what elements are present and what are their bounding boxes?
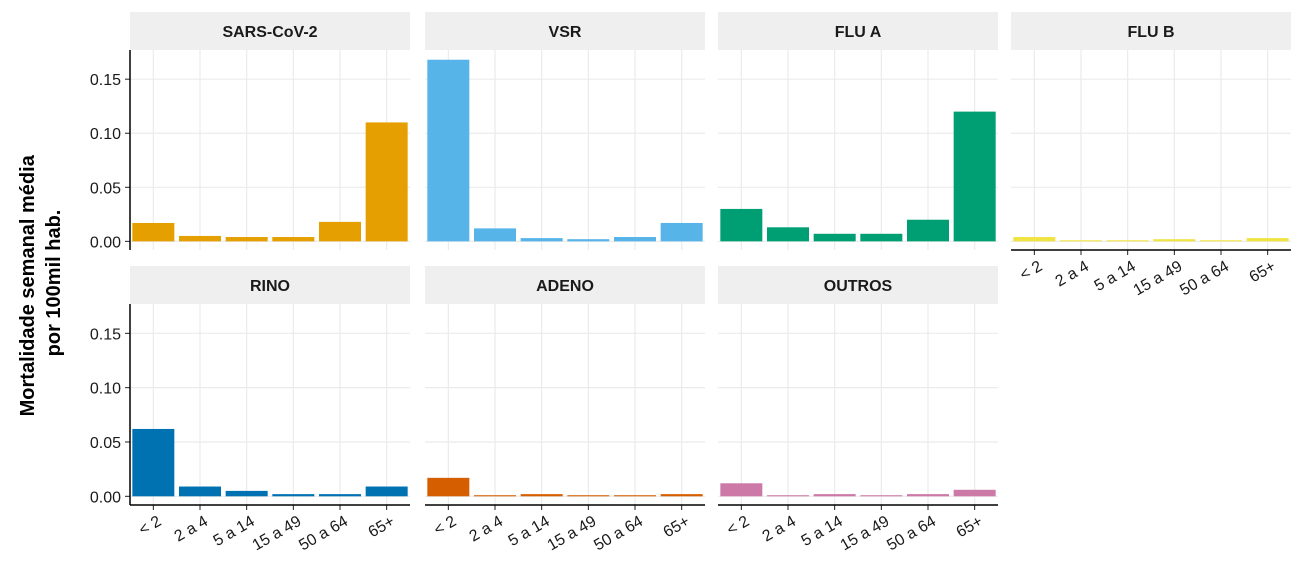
x-tick-label: 2 a 4	[172, 513, 211, 546]
strip	[130, 12, 410, 50]
x-tick-label: 5 a 14	[1092, 258, 1139, 295]
bar	[660, 222, 703, 242]
x-tick-label: < 2	[136, 513, 164, 539]
bar	[614, 495, 656, 497]
x-tick-label: 15 a 49	[1131, 258, 1186, 299]
bar	[132, 428, 175, 497]
bar	[179, 486, 221, 497]
bar	[813, 233, 856, 242]
bar	[813, 494, 856, 497]
y-tick-label: 0.00	[90, 234, 121, 251]
x-tick-label: 50 a 64	[884, 513, 939, 554]
bar	[132, 222, 175, 242]
x-tick-label: < 2	[724, 513, 752, 539]
x-tick-label: < 2	[1017, 258, 1045, 284]
bar	[272, 494, 315, 497]
bar	[720, 483, 763, 497]
x-tick-label: 65+	[366, 513, 398, 541]
x-tick-label: 5 a 14	[211, 513, 258, 550]
bar	[567, 495, 610, 497]
bar	[767, 495, 809, 497]
bar	[1200, 240, 1242, 242]
bar	[860, 495, 903, 497]
y-tick-label: 0.10	[90, 126, 121, 143]
y-tick-label: 0.05	[90, 180, 121, 197]
strip-text: OUTROS	[824, 278, 893, 295]
bar	[319, 494, 361, 497]
bar	[767, 227, 809, 242]
x-tick-label: 15 a 49	[250, 513, 305, 554]
x-tick-label: 2 a 4	[467, 513, 506, 546]
bar	[474, 495, 516, 497]
x-tick-label: 65+	[954, 513, 986, 541]
y-axis-label-line: Mortalidade semanal média	[17, 154, 39, 416]
bar	[720, 208, 763, 242]
bar	[860, 233, 903, 242]
y-tick-label: 0.05	[90, 435, 121, 452]
bar	[907, 219, 949, 242]
x-tick-label: 50 a 64	[591, 513, 646, 554]
strip-text: SARS-CoV-2	[222, 24, 317, 41]
strip-text: FLU A	[835, 24, 882, 41]
bar	[225, 237, 268, 242]
strip	[1011, 12, 1291, 50]
bar	[319, 221, 361, 242]
bar	[1106, 240, 1149, 242]
strip	[718, 12, 998, 50]
y-tick-label: 0.00	[90, 489, 121, 506]
bar	[953, 111, 996, 242]
bar	[179, 235, 221, 242]
strip	[425, 12, 705, 50]
x-tick-label: 5 a 14	[506, 513, 553, 550]
bar	[427, 59, 470, 242]
x-tick-label: 2 a 4	[1053, 258, 1092, 291]
bar	[614, 237, 656, 242]
x-tick-label: 15 a 49	[545, 513, 600, 554]
bar	[1013, 237, 1056, 242]
bar	[907, 494, 949, 497]
x-tick-label: 2 a 4	[760, 513, 799, 546]
strip-text: VSR	[549, 24, 582, 41]
y-axis-label: Mortalidade semanal média por 100mil hab…	[17, 150, 65, 417]
x-tick-label: 5 a 14	[799, 513, 846, 550]
bar	[1060, 240, 1102, 242]
y-axis-label-line: por 100mil hab.	[43, 210, 65, 357]
strip-text: FLU B	[1127, 24, 1174, 41]
bar	[1153, 239, 1196, 242]
bar	[1246, 238, 1289, 242]
bar	[272, 237, 315, 242]
bar	[520, 494, 563, 497]
bar	[225, 490, 268, 497]
x-tick-label: 65+	[1247, 258, 1279, 286]
strip	[425, 266, 705, 304]
y-tick-label: 0.15	[90, 72, 121, 89]
x-tick-label: 65+	[661, 513, 693, 541]
bar	[520, 238, 563, 242]
bar	[660, 494, 703, 497]
bar	[474, 228, 516, 242]
strip-text: ADENO	[536, 278, 594, 295]
bar	[567, 239, 610, 242]
x-tick-label: 50 a 64	[1177, 258, 1232, 299]
strip-text: RINO	[250, 278, 290, 295]
bar	[365, 122, 408, 242]
x-tick-label: 15 a 49	[838, 513, 893, 554]
strip	[130, 266, 410, 304]
bar	[427, 477, 470, 497]
x-tick-label: 50 a 64	[296, 513, 351, 554]
y-tick-label: 0.15	[90, 326, 121, 343]
bar	[365, 486, 408, 497]
bar	[953, 489, 996, 497]
strip	[718, 266, 998, 304]
x-tick-label: < 2	[431, 513, 459, 539]
y-tick-label: 0.10	[90, 381, 121, 398]
